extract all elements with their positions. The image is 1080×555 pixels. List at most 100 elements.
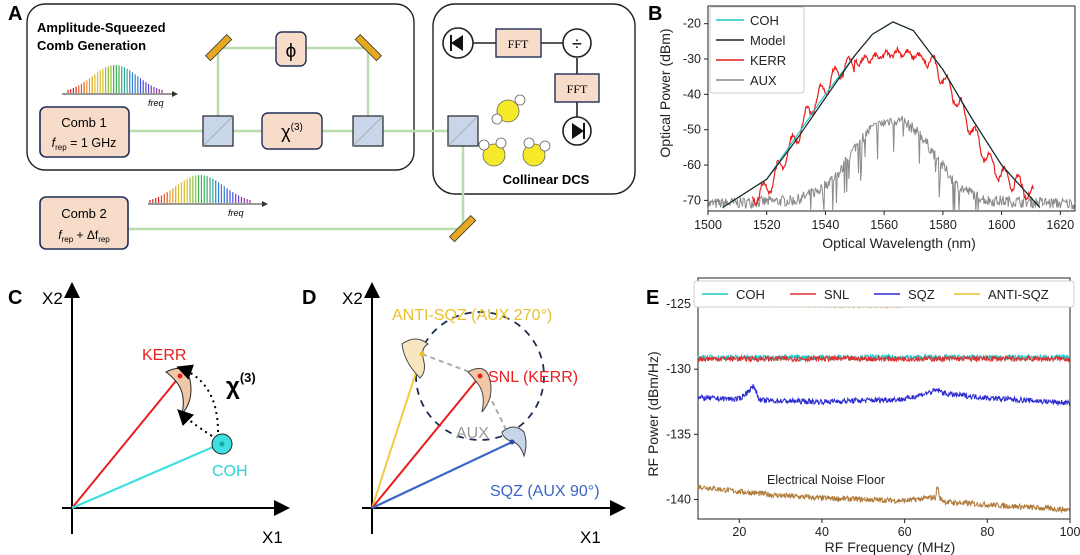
anti-sqz-vector [371, 353, 423, 509]
chi3-arrow-outer [176, 364, 219, 433]
chart-e-rf-noise: E 20 40 60 80 100 -140 -135 -130 -125 RF Frequen… [645, 277, 1080, 555]
b-legend-aux: AUX [750, 73, 777, 88]
d-anti-sqz-label: ANTI-SQZ (AUX 270°) [392, 307, 552, 324]
b-xlabel: Optical Wavelength (nm) [822, 235, 976, 251]
comb2-label: Comb 2 [61, 206, 107, 221]
b-ylabel: Optical Power (dBm) [657, 28, 673, 157]
aux-displacement-path [421, 353, 513, 443]
b-y-tick-label: -70 [683, 193, 701, 207]
phase-shifter-box [275, 31, 307, 67]
snl-crescent [467, 367, 492, 413]
e-x-tick-label: 80 [980, 525, 994, 539]
chart-b-optical-spectrum: B 1500 1520 1540 1560 1580 1600 1620 -70 -60 -50 -… [648, 3, 1076, 251]
mirror-1 [204, 33, 233, 62]
d-sqz-label: SQZ (AUX 90°) [490, 483, 600, 500]
box-title-line2: Comb Generation [37, 38, 146, 53]
snl-point [477, 373, 483, 379]
freq-label-2: freq [228, 208, 244, 218]
e-y-tick-label: -140 [666, 492, 691, 506]
e-legend: COH SNL SQZ ANTI-SQZ [693, 280, 1075, 308]
c-x-label: X1 [262, 528, 283, 547]
chi3-arrow-inner [177, 409, 213, 437]
b-x-tick-label: 1540 [812, 218, 840, 232]
mirror-2 [354, 33, 383, 62]
b-y-tick-label: -40 [683, 87, 701, 101]
chi3-label: χ(3) [281, 122, 303, 142]
b-x-tick-label: 1580 [929, 218, 957, 232]
panel-letter-c: C [8, 287, 22, 309]
panel-letter-b: B [648, 3, 662, 25]
b-x-tick-label: 1600 [988, 218, 1016, 232]
b-series-aux [707, 115, 1076, 212]
freq-label-1: freq [148, 98, 164, 108]
d-snl-label: SNL (KERR) [488, 369, 578, 386]
fft-box-2 [554, 73, 600, 103]
svg-text:÷: ÷ [572, 34, 582, 54]
b-x-tick-label: 1620 [1046, 218, 1074, 232]
e-legend-sqz: SQZ [908, 287, 935, 302]
panel-c: C X2 X1 KERR COH χ(3) [8, 282, 290, 547]
b-x-tick-label: 1500 [694, 218, 722, 232]
kerr-point [177, 373, 183, 379]
molecule-icons [478, 94, 551, 167]
panel-a: A Amplitude-Squeezed Comb Generation fre… [8, 3, 636, 250]
comb1-label: Comb 1 [61, 115, 107, 130]
b-series-kerr [751, 45, 1035, 206]
e-x-tick-label: 40 [815, 525, 829, 539]
e-annotation: Electrical Noise Floor [767, 473, 885, 487]
e-y-tick-label: -130 [666, 362, 691, 376]
e-series-noise-floor [697, 484, 1070, 514]
b-series-model [722, 21, 1041, 208]
collinear-dcs-box [432, 3, 636, 195]
c-y-label: X2 [42, 289, 63, 308]
fft-box-1 [495, 28, 542, 58]
e-ylabel: RF Power (dBm/Hz) [645, 351, 661, 476]
e-series-snl [697, 354, 1070, 364]
divide-icon: ÷ [562, 28, 592, 58]
c-chi3-label: χ(3) [226, 370, 256, 400]
b-legend: COH Model KERR AUX [709, 6, 805, 94]
e-legend-coh: COH [736, 287, 765, 302]
panel-letter-a: A [8, 3, 22, 25]
panel-letter-e: E [646, 287, 659, 309]
dcs-wiring [473, 42, 578, 117]
e-series-sqz [697, 384, 1070, 407]
c-kerr-label: KERR [142, 347, 186, 364]
panel-letter-d: D [302, 287, 316, 309]
panel-d: D X2 X1 ANTI-SQZ (AUX 270°) SNL (KERR) A… [302, 282, 626, 547]
e-y-tick-label: -125 [666, 297, 691, 311]
kerr-vector [71, 375, 181, 509]
e-xlabel: RF Frequency (MHz) [825, 539, 956, 555]
e-x-tick-label: 20 [732, 525, 746, 539]
comb1-box [39, 106, 130, 158]
aux-phase-circle [415, 311, 545, 441]
b-y-tick-label: -30 [683, 52, 701, 66]
b-x-tick-label: 1560 [870, 218, 898, 232]
photodetector-1-icon [442, 27, 474, 59]
d-x-label: X1 [580, 528, 601, 547]
dcs-label: Collinear DCS [503, 172, 590, 187]
anti-sqz-point [419, 351, 425, 357]
snl-vector [371, 375, 481, 509]
d-aux-label: AUX [456, 425, 489, 442]
phase-label: ϕ [286, 41, 297, 62]
e-x-tick-label: 60 [898, 525, 912, 539]
b-x-tick-label: 1520 [753, 218, 781, 232]
e-legend-snl: SNL [824, 287, 849, 302]
photodetector-2-icon [562, 116, 592, 146]
comb1-frep: frep = 1 GHz [52, 136, 117, 152]
b-legend-coh: COH [750, 13, 779, 28]
e-y-tick-label: -135 [666, 427, 691, 441]
b-y-tick-label: -60 [683, 158, 701, 172]
e-legend-anti-sqz: ANTI-SQZ [988, 287, 1049, 302]
mirror-3 [448, 214, 477, 243]
squeezed-comb-box [26, 3, 415, 171]
sqz-vector [371, 441, 513, 509]
d-y-label: X2 [342, 289, 363, 308]
kerr-medium-box [261, 112, 323, 150]
comb2-spectrum [149, 175, 251, 203]
fft-label-1: FFT [508, 37, 529, 51]
comb2-frep: frep + Δfrep [58, 228, 110, 244]
coh-vector [71, 442, 221, 510]
b-legend-model: Model [750, 33, 786, 48]
